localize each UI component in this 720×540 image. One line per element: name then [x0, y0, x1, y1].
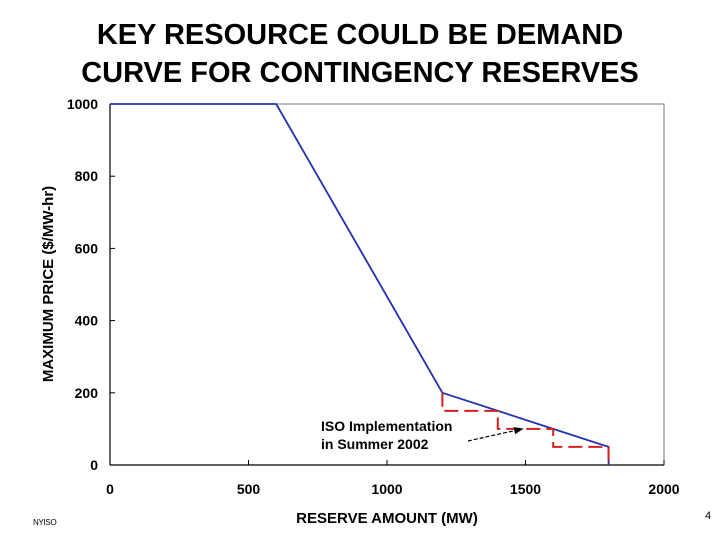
y-tick-label: 200 — [75, 385, 99, 401]
page-title: KEY RESOURCE COULD BE DEMAND CURVE FOR C… — [0, 16, 720, 92]
y-axis-ticks: 0 200 400 600 800 1000 — [67, 96, 115, 473]
annotation-line-1: ISO Implementation — [321, 418, 452, 434]
y-axis-title: MAXIMUM PRICE ($/MW-hr) — [40, 186, 57, 382]
y-tick-label: 600 — [75, 240, 99, 256]
x-tick-label: 0 — [106, 481, 114, 497]
x-tick-label: 1500 — [510, 481, 541, 497]
x-tick-label: 2000 — [648, 481, 679, 497]
x-axis-ticks: 0 500 1000 1500 2000 — [106, 460, 680, 497]
x-axis-title: RESERVE AMOUNT (MW) — [296, 510, 478, 527]
page-number: 4 — [705, 510, 712, 522]
title-line-2: CURVE FOR CONTINGENCY RESERVES — [81, 57, 639, 89]
nyiso-logo: NYISO — [33, 518, 57, 527]
title-line-1: KEY RESOURCE COULD BE DEMAND — [96, 19, 624, 51]
x-tick-label: 500 — [237, 481, 261, 497]
annotation-arrow — [467, 427, 524, 442]
x-tick-label: 1000 — [371, 481, 402, 497]
series-layer — [110, 103, 610, 465]
y-tick-label: 0 — [90, 457, 98, 473]
annotation: ISO Implementation in Summer 2002 — [321, 418, 524, 452]
y-tick-label: 800 — [75, 168, 99, 184]
iso-implementation-step-line — [441, 392, 610, 465]
plot-area-frame — [109, 103, 665, 466]
annotation-line-2: in Summer 2002 — [321, 436, 429, 452]
demand-curve-line — [110, 103, 610, 465]
y-tick-label: 400 — [75, 313, 99, 329]
y-tick-label: 1000 — [67, 96, 98, 112]
